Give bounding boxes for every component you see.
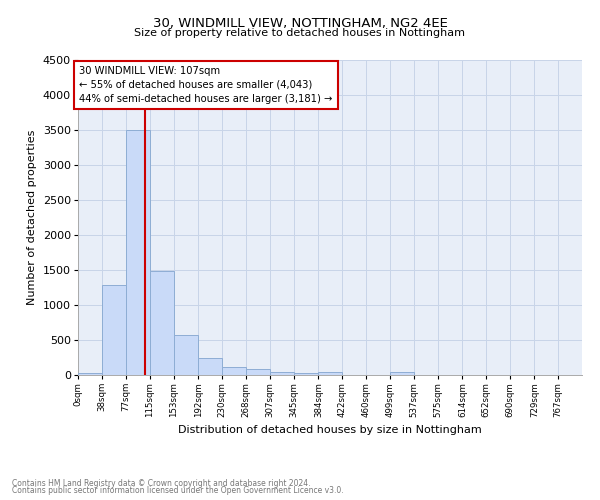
Bar xyxy=(78,373,102,375)
Bar xyxy=(391,372,414,375)
Bar xyxy=(222,366,246,375)
Text: Size of property relative to detached houses in Nottingham: Size of property relative to detached ho… xyxy=(134,28,466,38)
Bar xyxy=(174,335,197,375)
Text: 30 WINDMILL VIEW: 107sqm
← 55% of detached houses are smaller (4,043)
44% of sem: 30 WINDMILL VIEW: 107sqm ← 55% of detach… xyxy=(79,66,332,104)
Bar xyxy=(319,372,342,375)
Bar xyxy=(150,272,174,375)
Y-axis label: Number of detached properties: Number of detached properties xyxy=(28,130,37,305)
Bar xyxy=(198,358,222,375)
Bar xyxy=(270,372,294,375)
Text: 30, WINDMILL VIEW, NOTTINGHAM, NG2 4EE: 30, WINDMILL VIEW, NOTTINGHAM, NG2 4EE xyxy=(152,18,448,30)
Bar xyxy=(102,286,125,375)
Text: Contains public sector information licensed under the Open Government Licence v3: Contains public sector information licen… xyxy=(12,486,344,495)
X-axis label: Distribution of detached houses by size in Nottingham: Distribution of detached houses by size … xyxy=(178,425,482,435)
Bar xyxy=(246,370,269,375)
Text: Contains HM Land Registry data © Crown copyright and database right 2024.: Contains HM Land Registry data © Crown c… xyxy=(12,478,311,488)
Bar xyxy=(294,373,318,375)
Bar xyxy=(126,130,150,375)
